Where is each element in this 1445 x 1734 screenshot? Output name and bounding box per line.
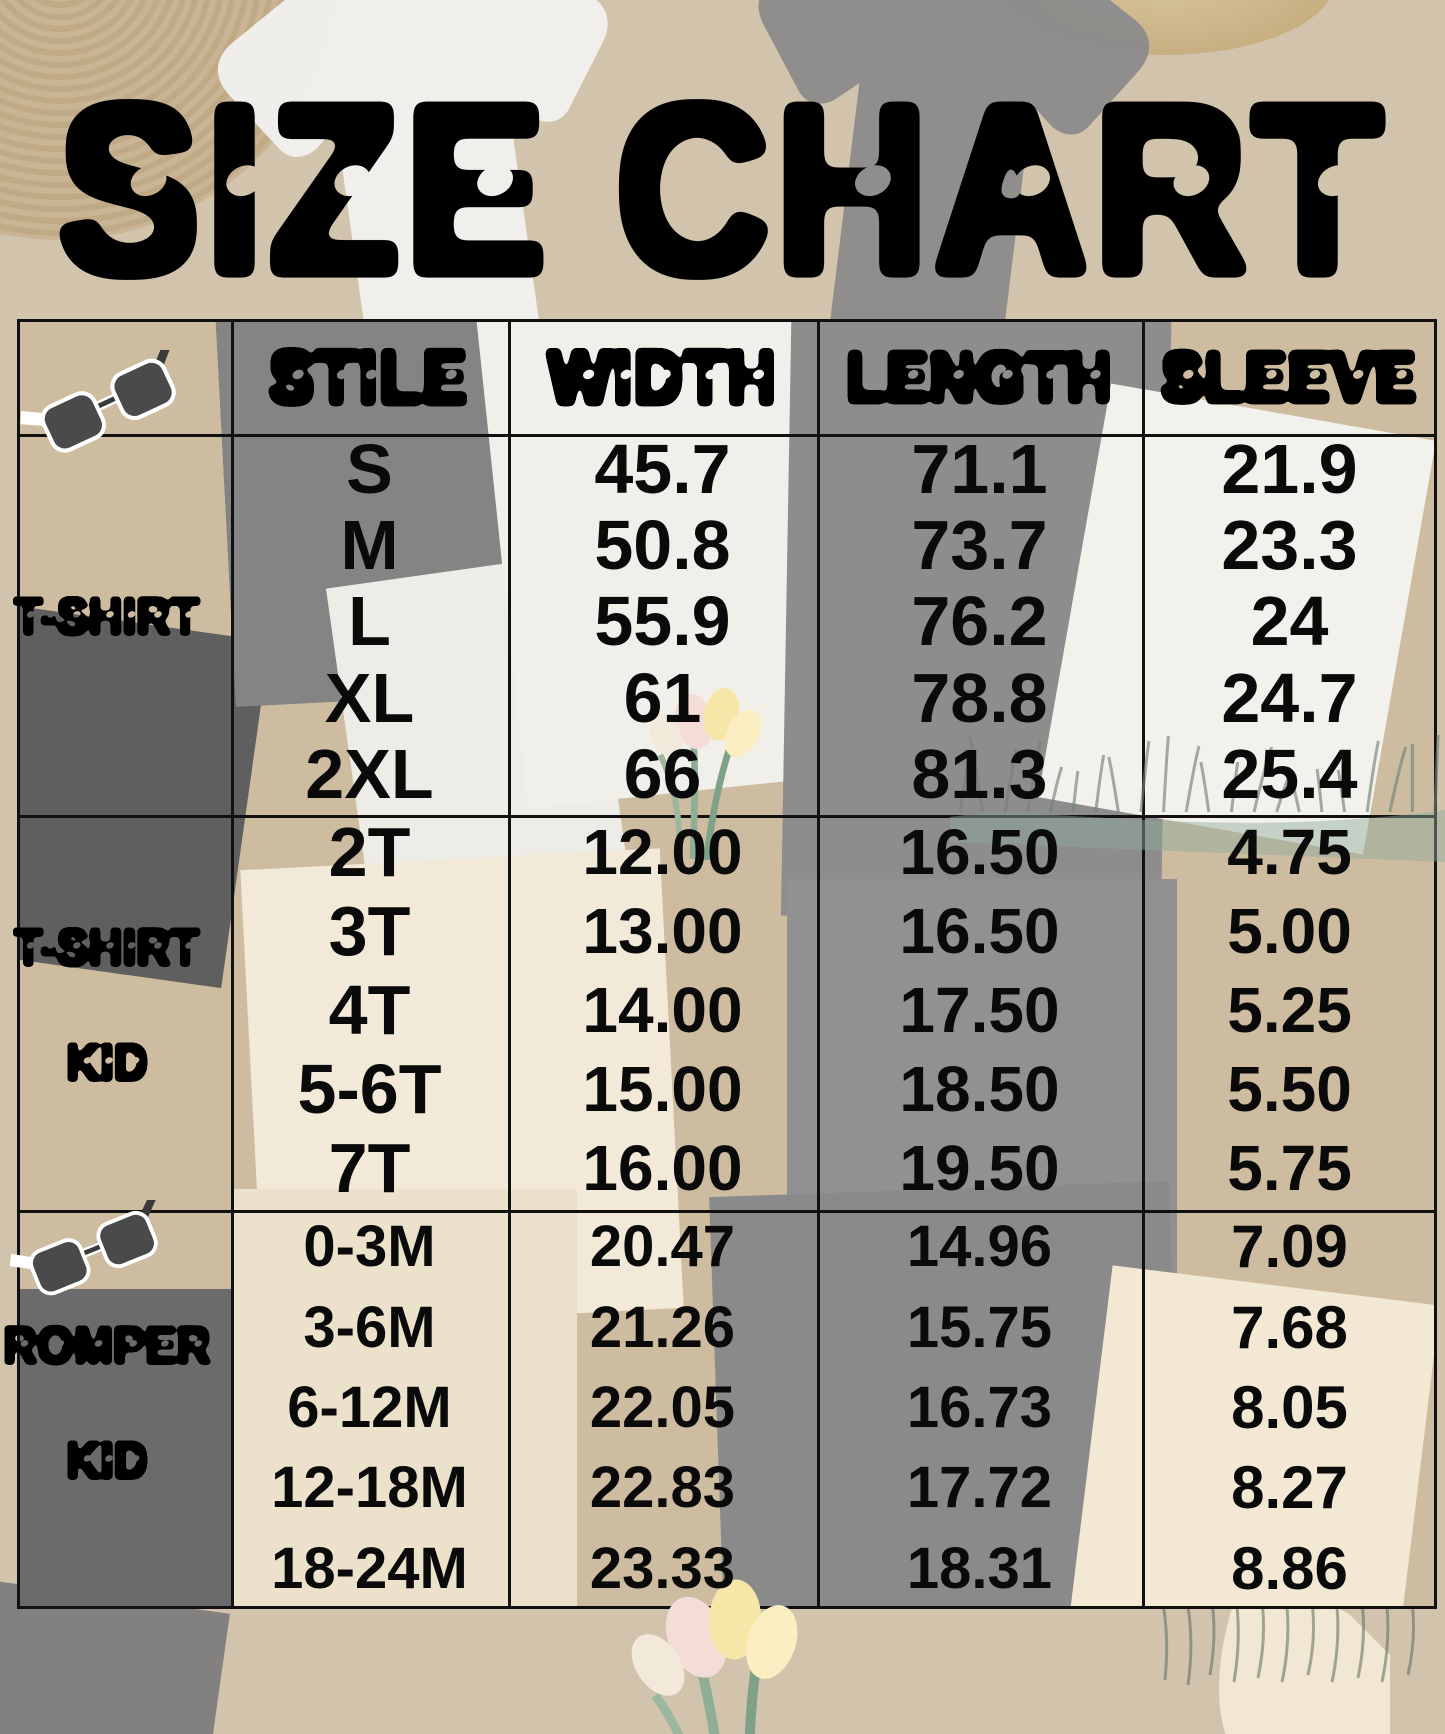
svg-text:T-SHIRT: T-SHIRT (14, 919, 200, 976)
svg-text:ROMPER: ROMPER (3, 1318, 211, 1375)
svg-text:T-SHIRT: T-SHIRT (14, 589, 200, 646)
svg-text:KID: KID (66, 1433, 148, 1490)
svg-text:KID: KID (66, 1034, 148, 1091)
svg-text:SIZE CHART: SIZE CHART (57, 55, 1387, 324)
